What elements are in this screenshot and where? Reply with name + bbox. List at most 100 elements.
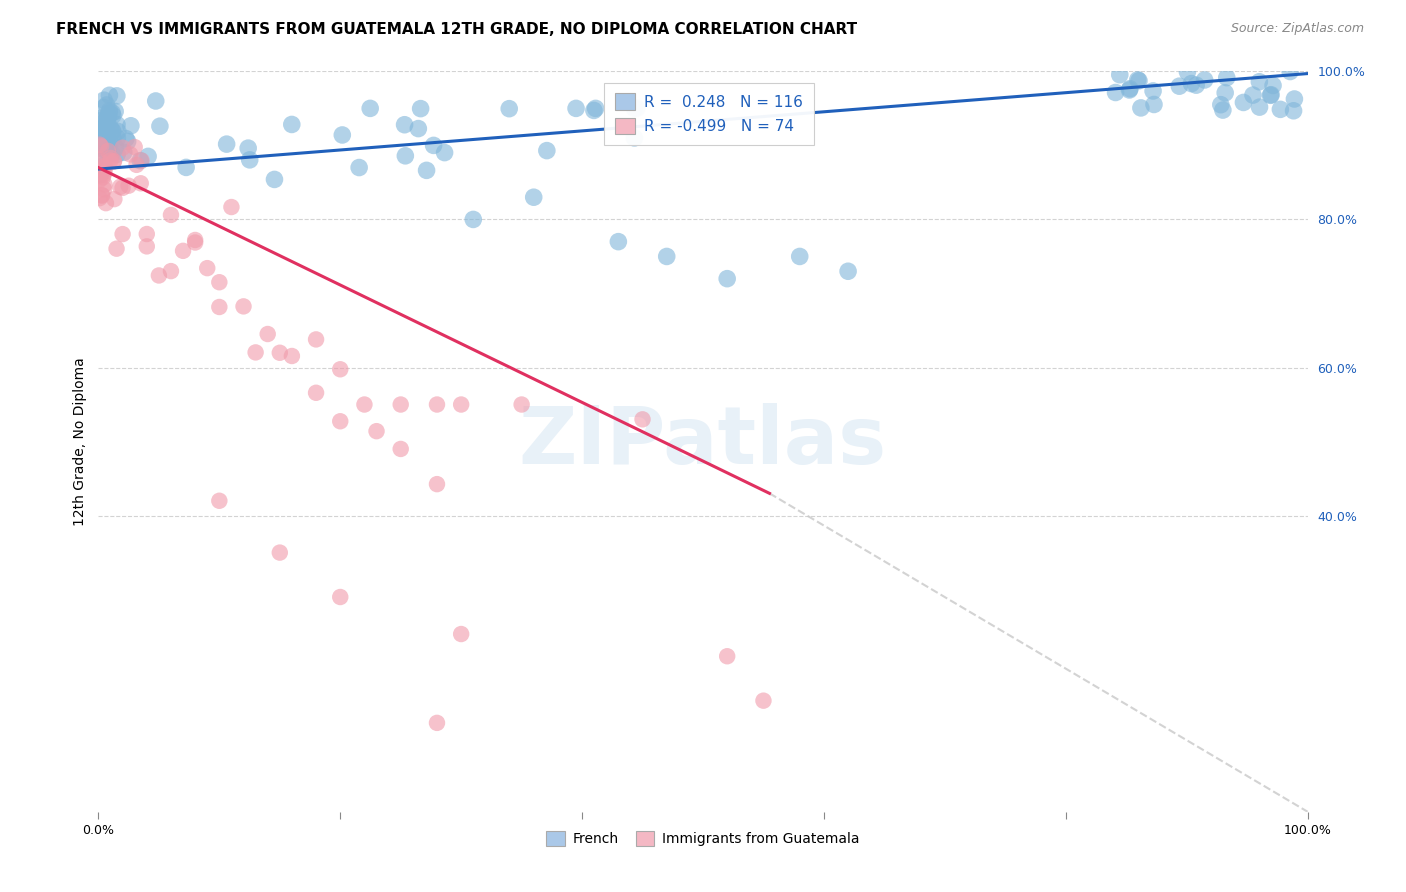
Text: ZIPatlas: ZIPatlas	[519, 402, 887, 481]
Point	[1209, 97, 1232, 112]
Point	[281, 118, 304, 132]
Point	[394, 149, 416, 163]
Point	[89, 191, 111, 205]
Point	[160, 208, 183, 222]
Point	[111, 141, 134, 155]
Point	[330, 128, 353, 142]
Point	[94, 119, 117, 133]
Point	[409, 102, 432, 116]
Point	[93, 182, 115, 196]
Point	[1119, 81, 1142, 95]
Point	[93, 101, 115, 115]
Point	[245, 345, 267, 359]
Point	[120, 119, 142, 133]
Point	[1194, 73, 1216, 87]
Point	[353, 398, 375, 412]
Point	[172, 244, 194, 258]
Point	[117, 135, 139, 149]
Point	[94, 196, 117, 211]
Point	[195, 261, 218, 276]
Point	[101, 131, 124, 145]
Point	[510, 398, 533, 412]
Point	[1168, 79, 1191, 94]
Point	[256, 326, 278, 341]
Point	[103, 154, 125, 169]
Point	[90, 122, 112, 136]
Point	[89, 166, 111, 180]
Point	[329, 362, 352, 376]
Point	[100, 153, 122, 168]
Point	[347, 161, 370, 175]
Point	[145, 94, 167, 108]
Point	[1177, 65, 1199, 79]
Point	[149, 119, 172, 133]
Point	[96, 118, 118, 132]
Point	[1142, 84, 1164, 98]
Point	[96, 130, 118, 145]
Point	[89, 169, 111, 183]
Point	[269, 345, 291, 359]
Point	[89, 173, 111, 187]
Point	[91, 165, 114, 179]
Point	[101, 109, 124, 123]
Point	[1108, 68, 1130, 82]
Point	[135, 227, 157, 241]
Point	[101, 146, 124, 161]
Point	[105, 131, 128, 145]
Point	[91, 142, 114, 156]
Point	[359, 102, 381, 116]
Point	[90, 139, 112, 153]
Point	[1282, 103, 1305, 118]
Point	[1249, 100, 1271, 114]
Point	[129, 153, 152, 168]
Point	[1143, 97, 1166, 112]
Point	[96, 98, 118, 112]
Y-axis label: 12th Grade, No Diploma: 12th Grade, No Diploma	[73, 357, 87, 526]
Point	[184, 233, 207, 247]
Point	[422, 138, 444, 153]
Point	[160, 264, 183, 278]
Point	[1241, 88, 1264, 103]
Point	[101, 105, 124, 120]
Point	[607, 235, 630, 249]
Point	[96, 143, 118, 157]
Point	[93, 141, 115, 155]
Point	[1128, 74, 1150, 88]
Point	[91, 188, 114, 202]
Point	[131, 153, 153, 168]
Point	[111, 227, 134, 241]
Point	[93, 168, 115, 182]
Point	[408, 121, 430, 136]
Point	[305, 333, 328, 347]
Point	[1129, 101, 1152, 115]
Point	[96, 121, 118, 136]
Point	[89, 167, 111, 181]
Point	[1249, 75, 1271, 89]
Point	[105, 88, 128, 103]
Point	[1260, 87, 1282, 102]
Point	[585, 102, 607, 116]
Point	[1118, 83, 1140, 97]
Point	[90, 188, 112, 202]
Point	[394, 118, 416, 132]
Point	[208, 493, 231, 508]
Point	[389, 442, 412, 456]
Point	[89, 137, 111, 152]
Point	[655, 250, 678, 264]
Point	[329, 414, 352, 428]
Point	[135, 239, 157, 253]
Point	[93, 125, 115, 139]
Point	[96, 141, 118, 155]
Point	[107, 124, 129, 138]
Point	[232, 299, 254, 313]
Point	[101, 124, 124, 138]
Point	[626, 102, 648, 116]
Point	[174, 161, 197, 175]
Point	[184, 235, 207, 250]
Point	[1216, 70, 1239, 85]
Point	[263, 172, 285, 186]
Point	[89, 128, 111, 143]
Point	[111, 181, 134, 195]
Point	[1212, 103, 1234, 117]
Point	[136, 149, 159, 163]
